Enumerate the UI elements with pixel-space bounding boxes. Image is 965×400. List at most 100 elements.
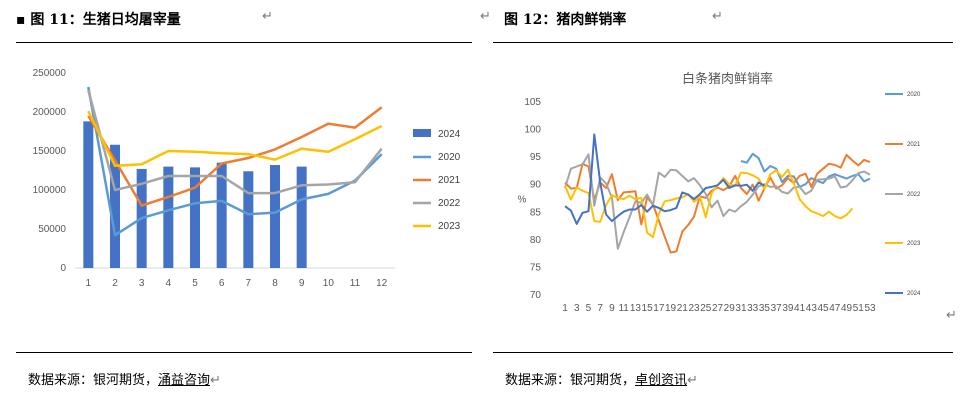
- bar-2024: [216, 162, 227, 268]
- legend-label: 2020: [438, 152, 461, 163]
- x-tick-label: 27: [712, 303, 724, 314]
- series-line-2023: [564, 168, 854, 239]
- series-line-2020: [87, 86, 383, 237]
- y-tick-label: 70: [530, 290, 542, 301]
- legend-label: 2020: [907, 92, 921, 98]
- x-tick-label: 51: [853, 303, 865, 314]
- source-link[interactable]: 卓创资讯: [635, 373, 688, 388]
- x-tick-label: 35: [759, 303, 771, 314]
- legend-swatch-2024: [413, 129, 431, 137]
- top-rule: [16, 42, 472, 43]
- bottom-rule: [493, 352, 953, 353]
- x-tick-label: 5: [586, 303, 592, 314]
- series-line-2021: [564, 153, 871, 254]
- x-tick-label: 15: [642, 303, 654, 314]
- x-tick-label: 7: [246, 278, 252, 289]
- x-tick-label: 1: [86, 278, 92, 289]
- y-tick-label: 200000: [33, 107, 67, 118]
- legend-label: 2022: [438, 198, 461, 209]
- figure-12-source: 数据来源：银河期货，卓创资讯↵: [505, 373, 698, 388]
- x-tick-label: 17: [653, 303, 665, 314]
- x-tick-label: 37: [771, 303, 783, 314]
- x-tick-label: 10: [323, 278, 335, 289]
- x-tick-label: 25: [700, 303, 712, 314]
- title-bullet: ▪: [16, 12, 31, 28]
- y-tick-label: 95: [530, 152, 542, 163]
- legend-label: 2024: [438, 129, 461, 140]
- x-tick-label: 12: [376, 278, 388, 289]
- return-mark: ↵: [946, 308, 957, 323]
- y-axis-label: %: [518, 195, 527, 206]
- x-tick-label: 8: [272, 278, 278, 289]
- bar-2024: [190, 167, 200, 268]
- figure-12-panel: ↵ 图 12：猪肉鲜销率 ↵ 白条猪肉鲜销率 70 75 80 85 90 95 100 105…: [480, 0, 965, 400]
- x-tick-label: 5: [192, 278, 198, 289]
- y-tick-label: 100000: [33, 185, 67, 196]
- return-mark: ↵: [480, 9, 491, 24]
- bar-2024: [296, 166, 307, 268]
- source-link[interactable]: 涌益咨询: [158, 373, 211, 388]
- series-line-2022: [87, 89, 383, 195]
- y-tick-label: 0: [60, 263, 66, 274]
- legend-label: 2021: [907, 142, 921, 148]
- series-line-2020: [740, 152, 871, 188]
- x-tick-label: 11: [618, 303, 629, 314]
- x-tick-label: 3: [574, 303, 580, 314]
- bar-2024: [110, 144, 120, 268]
- series-line-2021: [87, 106, 383, 207]
- chart-title: 白条猪肉鲜销率: [682, 71, 773, 87]
- y-tick-label: 150000: [33, 146, 67, 157]
- x-tick-label: 3: [139, 278, 145, 289]
- bar-2024: [243, 171, 254, 268]
- top-rule: [493, 42, 953, 43]
- y-tick-label: 100: [524, 125, 541, 136]
- x-tick-label: 23: [688, 303, 700, 314]
- x-tick-label: 49: [841, 303, 853, 314]
- x-tick-label: 6: [219, 278, 225, 289]
- x-tick-label: 43: [806, 303, 818, 314]
- legend-label: 2023: [438, 221, 461, 232]
- y-tick-label: 105: [524, 97, 541, 108]
- return-mark: ↵: [712, 9, 723, 24]
- y-tick-label: 80: [530, 235, 542, 246]
- x-tick-label: 45: [818, 303, 830, 314]
- x-tick-label: 9: [299, 278, 305, 289]
- x-tick-label: 33: [747, 303, 759, 314]
- series-line-2023: [87, 110, 383, 168]
- x-tick-label: 29: [724, 303, 736, 314]
- y-tick-label: 75: [530, 262, 542, 273]
- figure-11-panel: ▪ 图 11：生猪日均屠宰量 ↵ 0 50000 100000 150000 20000…: [0, 0, 480, 400]
- y-tick-label: 90: [530, 180, 542, 191]
- legend-label: 2023: [907, 241, 921, 247]
- x-tick-label: 31: [735, 303, 747, 314]
- x-tick-label: 47: [829, 303, 841, 314]
- bar-2024: [83, 121, 94, 268]
- return-mark: ↵: [262, 9, 273, 24]
- x-tick-label: 13: [630, 303, 642, 314]
- x-tick-label: 21: [677, 303, 689, 314]
- x-tick-label: 4: [166, 278, 172, 289]
- bar-2024: [163, 166, 174, 268]
- bar-2024: [270, 165, 280, 268]
- series-line-2022: [564, 153, 871, 250]
- x-tick-label: 41: [794, 303, 806, 314]
- y-tick-label: 250000: [33, 68, 67, 79]
- x-tick-label: 11: [350, 278, 361, 289]
- x-tick-label: 1: [562, 303, 568, 314]
- legend-label: 2022: [907, 192, 921, 198]
- legend-label: 2024: [907, 291, 921, 297]
- legend-label: 2021: [438, 175, 461, 186]
- figure-11-source: 数据来源：银河期货，涌益咨询↵: [28, 373, 221, 388]
- series-line-2024: [564, 133, 765, 225]
- x-tick-label: 7: [597, 303, 603, 314]
- x-tick-label: 9: [609, 303, 615, 314]
- y-tick-label: 85: [530, 207, 542, 218]
- x-tick-label: 39: [782, 303, 794, 314]
- figure-11-title: ▪ 图 11：生猪日均屠宰量: [16, 12, 181, 28]
- x-tick-label: 2: [112, 278, 118, 289]
- x-tick-label: 19: [665, 303, 677, 314]
- x-tick-label: 53: [864, 303, 876, 314]
- figure-12-title: 图 12：猪肉鲜销率: [504, 12, 627, 28]
